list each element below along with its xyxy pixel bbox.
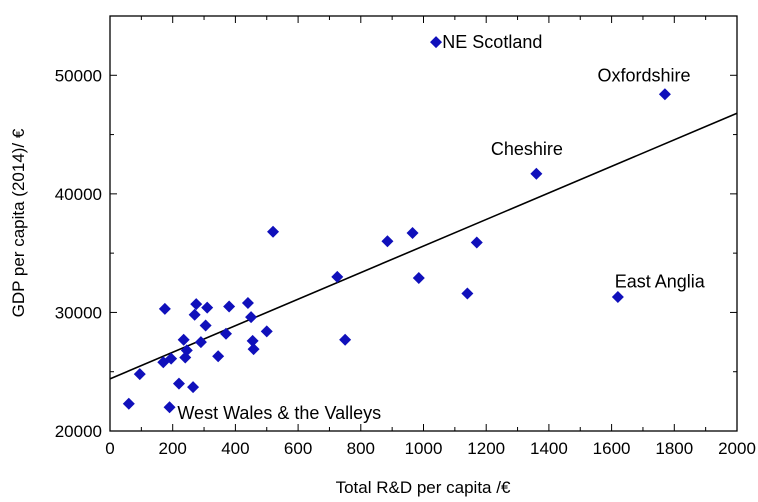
data-point: [187, 381, 200, 394]
data-point: [188, 308, 201, 321]
data-point: [461, 287, 474, 300]
x-axis-title: Total R&D per capita /€: [336, 478, 511, 497]
x-tick-label: 200: [159, 439, 187, 458]
data-point: [267, 225, 280, 238]
data-point: [199, 319, 212, 332]
x-tick-label: 0: [105, 439, 114, 458]
points-layer: [122, 36, 671, 414]
data-point: [158, 302, 171, 315]
data-point: [412, 272, 425, 285]
y-tick-label: 50000: [55, 66, 102, 85]
y-axis-title: GDP per capita (2014)/ €: [9, 128, 28, 317]
ticks-layer: 0 200 400 600 800 1000 1200 1400 1600 1800 2000 200…: [55, 16, 756, 458]
data-point: [122, 397, 135, 410]
data-point: [247, 343, 260, 356]
point-annotation: East Anglia: [615, 272, 706, 292]
data-point: [406, 226, 419, 239]
data-point: [658, 88, 671, 101]
x-tick-label: 400: [221, 439, 249, 458]
x-tick-label: 800: [347, 439, 375, 458]
data-point: [331, 270, 344, 283]
data-point: [133, 368, 146, 381]
data-point: [165, 352, 178, 365]
data-point: [470, 236, 483, 249]
data-point: [172, 377, 185, 390]
x-tick-label: 1800: [655, 439, 693, 458]
trend-line: [109, 112, 738, 380]
data-point: [241, 296, 254, 309]
data-point: [223, 300, 236, 313]
x-tick-label: 1400: [530, 439, 568, 458]
data-point: [430, 36, 443, 49]
data-point: [194, 336, 207, 349]
data-point: [246, 334, 259, 347]
data-point: [177, 333, 190, 346]
x-tick-label: 1200: [467, 439, 505, 458]
point-annotation: NE Scotland: [442, 32, 542, 52]
annotations-layer: NE Scotland Oxfordshire Cheshire East Angli…: [177, 32, 705, 423]
x-tick-label: 1000: [405, 439, 443, 458]
data-point: [381, 235, 394, 248]
data-point: [190, 298, 203, 311]
data-point: [212, 350, 225, 363]
trend-layer: [109, 112, 738, 380]
y-tick-label: 30000: [55, 303, 102, 322]
x-tick-label: 1600: [593, 439, 631, 458]
point-annotation: Cheshire: [491, 139, 563, 159]
x-tick-label: 600: [284, 439, 312, 458]
point-annotation: Oxfordshire: [597, 65, 690, 85]
data-point: [339, 333, 352, 346]
data-point: [219, 327, 232, 340]
data-point: [180, 344, 193, 357]
data-point: [245, 311, 258, 324]
data-point: [611, 291, 624, 304]
data-point: [260, 325, 273, 338]
data-point: [530, 167, 543, 180]
data-point: [163, 401, 176, 414]
data-point: [201, 301, 214, 314]
y-tick-label: 40000: [55, 185, 102, 204]
y-tick-label: 20000: [55, 422, 102, 441]
x-tick-label: 2000: [718, 439, 756, 458]
point-annotation: West Wales & the Valleys: [177, 403, 381, 423]
